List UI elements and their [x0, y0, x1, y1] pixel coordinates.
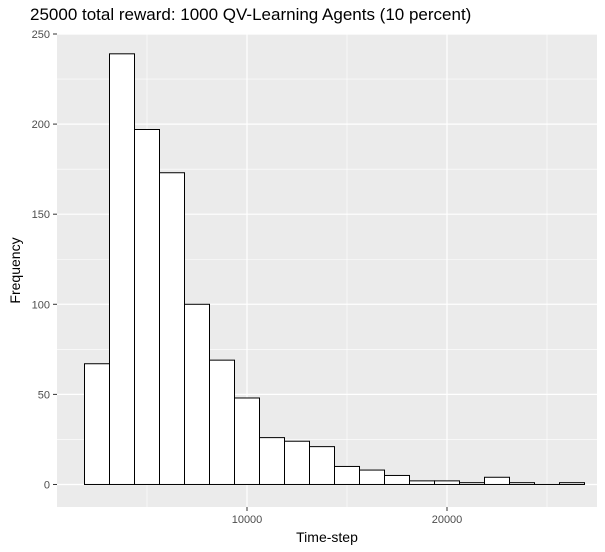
- histogram-bar: [484, 476, 510, 485]
- histogram-bar: [209, 359, 235, 485]
- histogram-bar: [234, 397, 260, 485]
- histogram-bar: [384, 474, 410, 485]
- y-tick-label: 0: [44, 479, 50, 491]
- histogram-bar: [184, 303, 210, 485]
- histogram-bar: [109, 53, 135, 485]
- y-axis-title: Frequency: [7, 237, 23, 303]
- y-axis: 0 50 100 150 200 250: [32, 29, 57, 491]
- y-tick-label: 50: [38, 389, 50, 401]
- histogram-bar: [459, 482, 485, 485]
- histogram-bar: [434, 480, 460, 485]
- x-axis-title: Time-step: [296, 529, 358, 545]
- histogram-bar: [84, 363, 110, 485]
- histogram-bar: [284, 440, 310, 485]
- y-tick-label: 100: [32, 299, 50, 311]
- histogram-bar: [134, 129, 160, 485]
- chart-title: 25000 total reward: 1000 QV-Learning Age…: [30, 5, 472, 24]
- histogram-bar: [359, 469, 385, 485]
- histogram-bar: [409, 480, 435, 485]
- x-tick-label: 20000: [432, 514, 463, 526]
- y-tick-label: 250: [32, 29, 50, 41]
- histogram-bar: [259, 437, 285, 485]
- x-tick-label: 10000: [232, 514, 263, 526]
- histogram-bar: [334, 465, 360, 485]
- y-tick-label: 150: [32, 209, 50, 221]
- y-tick-label: 200: [32, 119, 50, 131]
- histogram-bars: [84, 53, 585, 485]
- histogram-bar: [509, 482, 535, 485]
- x-axis: 10000 20000: [232, 507, 463, 526]
- histogram-bar: [159, 172, 185, 485]
- histogram-bar: [309, 446, 335, 485]
- histogram-bar: [559, 482, 585, 485]
